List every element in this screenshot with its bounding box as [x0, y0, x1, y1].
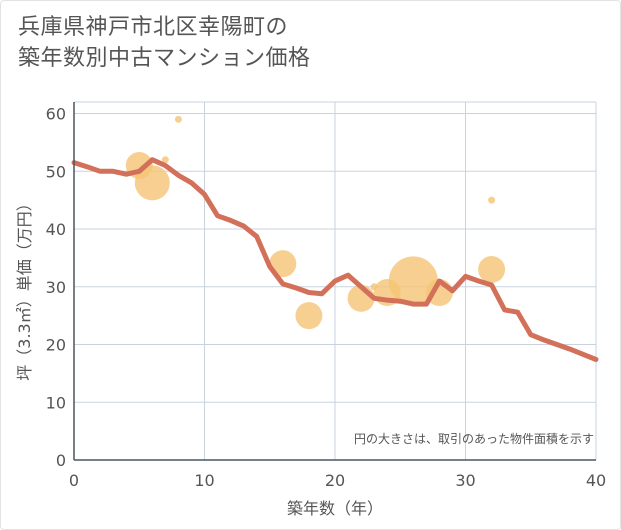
- average-price-line: [71, 157, 599, 362]
- bubble-point: [295, 302, 323, 330]
- bubble-size-note: 円の大きさは、取引のあった物件面積を示す: [354, 431, 594, 446]
- bubble-point: [134, 165, 170, 201]
- bubble-point: [488, 196, 496, 204]
- x-tick-label: 20: [325, 471, 345, 490]
- x-tick-label: 30: [455, 471, 475, 490]
- bubble-point: [478, 255, 506, 283]
- bubble-point: [269, 250, 297, 278]
- y-tick-label: 50: [46, 162, 66, 181]
- y-tick-label: 60: [46, 105, 66, 124]
- y-tick-label: 30: [46, 278, 66, 297]
- x-tick-label: 0: [69, 471, 79, 490]
- axes: [73, 102, 596, 461]
- bubble-point: [161, 156, 169, 164]
- y-axis-label: 坪（3.3㎡）単価（万円）: [15, 195, 34, 380]
- average-line-layer: [71, 157, 599, 362]
- x-tick-label: 10: [194, 471, 214, 490]
- tick-labels: 0 10 20 30 40 0 10 20 30 40 50 60: [46, 105, 607, 490]
- chart-title-line-2: 築年数別中古マンション価格: [18, 46, 311, 71]
- y-tick-label: 20: [46, 336, 66, 355]
- chart-title: 兵庫県神戸市北区幸陽町の 築年数別中古マンション価格: [18, 12, 311, 74]
- y-tick-label: 0: [56, 451, 66, 470]
- bubble-layer: [125, 115, 506, 330]
- y-tick-label: 40: [46, 220, 66, 239]
- y-tick-label: 10: [46, 393, 66, 412]
- x-axis-label: 築年数（年）: [287, 499, 383, 518]
- bubble-point: [388, 256, 438, 306]
- grid-lines: [74, 101, 597, 460]
- x-tick-label: 40: [586, 471, 606, 490]
- chart-title-line-1: 兵庫県神戸市北区幸陽町の: [18, 15, 289, 40]
- bubble-point: [174, 115, 182, 123]
